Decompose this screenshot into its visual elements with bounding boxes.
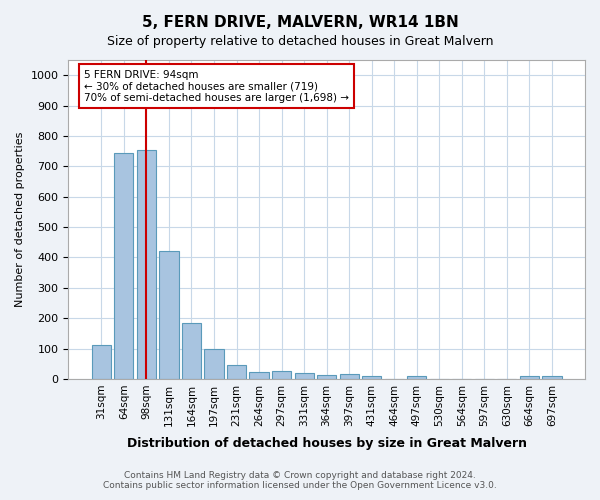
Bar — [114, 152, 133, 379]
Bar — [250, 372, 269, 379]
Bar — [92, 346, 111, 379]
Bar — [407, 376, 427, 379]
Bar — [272, 372, 291, 379]
Text: Contains HM Land Registry data © Crown copyright and database right 2024.
Contai: Contains HM Land Registry data © Crown c… — [103, 470, 497, 490]
X-axis label: Distribution of detached houses by size in Great Malvern: Distribution of detached houses by size … — [127, 437, 527, 450]
Bar — [160, 252, 179, 379]
Bar — [520, 376, 539, 379]
Bar — [205, 349, 224, 379]
Bar — [182, 322, 201, 379]
Bar — [295, 374, 314, 379]
Bar — [542, 376, 562, 379]
Bar — [362, 376, 381, 379]
Bar — [137, 150, 156, 379]
Y-axis label: Number of detached properties: Number of detached properties — [15, 132, 25, 307]
Bar — [317, 376, 336, 379]
Text: 5, FERN DRIVE, MALVERN, WR14 1BN: 5, FERN DRIVE, MALVERN, WR14 1BN — [142, 15, 458, 30]
Text: 5 FERN DRIVE: 94sqm
← 30% of detached houses are smaller (719)
70% of semi-detac: 5 FERN DRIVE: 94sqm ← 30% of detached ho… — [84, 70, 349, 103]
Text: Size of property relative to detached houses in Great Malvern: Size of property relative to detached ho… — [107, 35, 493, 48]
Bar — [340, 374, 359, 379]
Bar — [227, 365, 246, 379]
